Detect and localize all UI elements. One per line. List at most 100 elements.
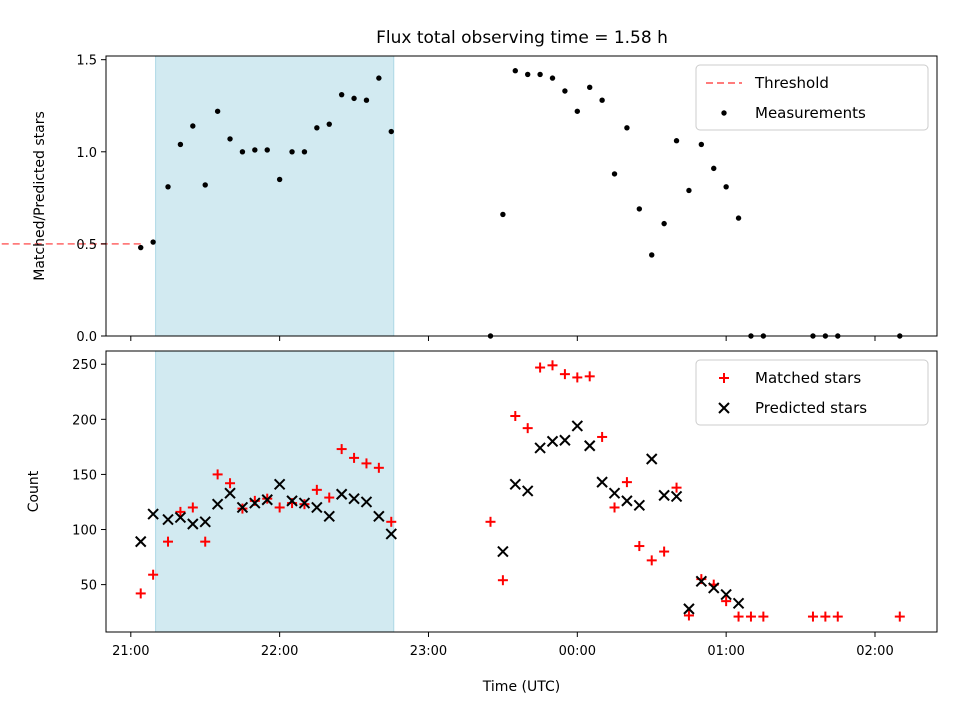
measurement-point: [537, 71, 543, 78]
measurement-point: [661, 220, 667, 227]
matched-star-point: [894, 611, 905, 622]
predicted-star-point: [584, 440, 596, 452]
predicted-star-point: [147, 508, 159, 520]
predicted-star-point: [385, 528, 397, 540]
measurement-point: [326, 121, 332, 127]
matched-star-point: [572, 372, 583, 383]
predicted-star-point: [670, 490, 683, 503]
predicted-star-point: [174, 511, 187, 524]
matched-star-point: [547, 360, 558, 371]
measurement-point: [525, 71, 531, 78]
y-tick-label: 50: [80, 579, 97, 594]
y-tick-label: 250: [72, 358, 97, 373]
measurement-point: [252, 147, 258, 153]
x-tick-label: 21:00: [112, 644, 149, 659]
chart-title: Flux total observing time = 1.58 h: [376, 28, 668, 48]
measurement-point: [165, 184, 171, 190]
matched-star-point: [584, 371, 595, 382]
measurement-point: [239, 149, 246, 155]
legend-box: [695, 64, 929, 131]
predicted-star-point: [323, 510, 335, 523]
measurement-point: [388, 128, 394, 135]
legend-measurement-swatch: [721, 110, 727, 116]
bottom-panel: 50 100 150 200 250 21:00 22:00 23:00 00:00 01:00 0…: [26, 350, 938, 695]
measurement-point: [549, 75, 556, 81]
matched-star-point: [311, 484, 322, 495]
predicted-star-point: [534, 442, 546, 454]
measurement-point: [301, 149, 308, 155]
measurement-point: [376, 75, 382, 81]
measurement-point: [338, 91, 345, 98]
predicted-star-point: [521, 485, 534, 497]
measurement-point: [190, 123, 196, 129]
measurement-point: [636, 206, 643, 212]
matched-star-point: [671, 482, 682, 493]
measurement-point: [587, 84, 593, 91]
matched-star-point: [510, 411, 521, 422]
predicted-star-point: [658, 489, 670, 502]
predicted-star-point: [199, 516, 211, 528]
matched-star-point: [646, 555, 657, 566]
y-tick-label: 0.5: [76, 238, 97, 253]
matched-star-point: [497, 575, 508, 586]
matched-star-point: [659, 546, 670, 557]
matched-star-point: [733, 611, 744, 622]
y-tick-label: 0.0: [76, 330, 97, 345]
predicted-star-point: [348, 492, 360, 505]
predicted-star-point: [559, 434, 571, 446]
predicted-star-point: [211, 498, 224, 510]
y-axis-label: Count: [26, 470, 42, 512]
predicted-star-point: [546, 435, 559, 448]
legend: Matched stars Predicted stars: [695, 359, 929, 426]
predicted-star-point: [236, 501, 249, 514]
matched-star-point: [324, 492, 335, 503]
predicted-star-point: [135, 535, 147, 548]
measurement-point: [214, 108, 221, 114]
predicted-star-point: [311, 501, 323, 514]
matched-star-point: [820, 611, 831, 622]
y-tick-label: 100: [72, 524, 97, 539]
legend-label: Predicted stars: [755, 399, 867, 417]
x-tick-label: 23:00: [410, 644, 447, 659]
matched-star-point: [745, 611, 756, 622]
matched-star-point: [634, 541, 645, 552]
matched-star-point: [559, 369, 570, 380]
measurement-point: [562, 88, 568, 94]
y-axis-label: Matched/Predicted stars: [32, 111, 48, 281]
matched-star-point: [621, 477, 632, 488]
measurement-point: [314, 125, 320, 131]
predicted-star-point: [187, 518, 199, 530]
measurement-point: [574, 108, 581, 114]
legend-matched-swatch: [719, 373, 729, 383]
measurement-point: [723, 184, 729, 190]
x-tick-label: 01:00: [707, 644, 744, 659]
axes-frame: [105, 350, 938, 633]
matched-star-point: [148, 569, 159, 580]
legend-label: Threshold: [754, 74, 829, 92]
predicted-star-point: [286, 495, 298, 507]
predicted-star-point: [335, 488, 348, 500]
matched-star-point: [135, 588, 146, 599]
legend-box: [695, 359, 929, 426]
matched-star-point: [361, 458, 372, 469]
measurement-point: [264, 147, 270, 153]
matched-star-point: [683, 610, 694, 621]
measurement-point: [673, 138, 680, 144]
matched-star-point: [200, 536, 211, 547]
y-tick-label: 200: [72, 413, 97, 428]
measurement-point: [276, 176, 283, 183]
legend-label: Measurements: [755, 104, 866, 122]
matched-star-point: [597, 431, 608, 442]
measurement-point: [150, 239, 156, 245]
measurement-point: [202, 182, 208, 188]
predicted-star-point: [646, 453, 658, 465]
predicted-star-point: [720, 588, 732, 601]
predicted-star-point: [162, 513, 174, 526]
matched-star-point: [336, 444, 347, 455]
matched-star-point: [832, 611, 843, 622]
predicted-star-point: [708, 582, 720, 594]
predicted-star-point: [298, 497, 311, 509]
measurement-point: [686, 187, 692, 194]
predicted-star-point: [224, 487, 236, 499]
top-panel: 0.0 0.5 1.0 1.5 Matched/Predicted stars Thres…: [0, 54, 938, 345]
